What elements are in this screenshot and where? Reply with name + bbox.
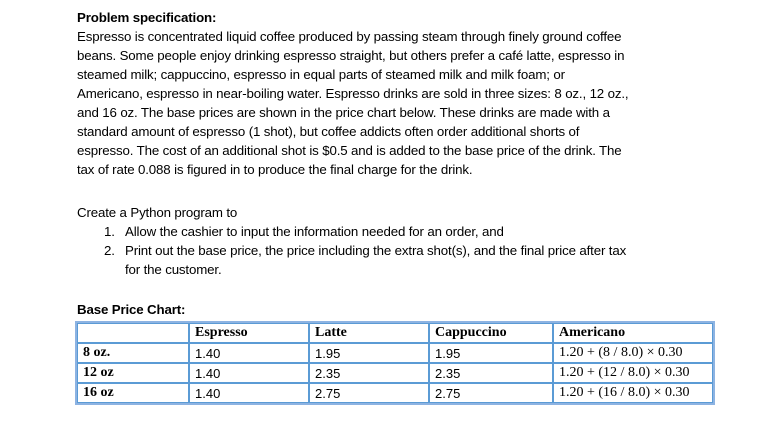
header-cell: Cappuccino [429, 323, 553, 343]
price-cell: 2.35 [429, 363, 553, 383]
table-title: Base Price Chart: [77, 302, 186, 317]
price-cell: 1.20 + (8 / 8.0) × 0.30 [553, 343, 713, 363]
table-body: Espresso Latte Cappuccino Americano 8 oz. 1.4… [77, 323, 713, 403]
price-cell: 1.40 [189, 363, 309, 383]
price-cell: 2.75 [309, 383, 429, 403]
paragraph-line: and 16 oz. The base prices are shown in … [77, 105, 610, 120]
list-text: Print out the base price, the price incl… [125, 243, 627, 258]
table-row: 8 oz. 1.40 1.95 1.95 1.20 + (8 / 8.0) × 0.30 [77, 343, 713, 363]
list-text: Allow the cashier to input the informati… [125, 224, 504, 239]
paragraph-line: tax of rate 0.088 is figured in to produ… [77, 162, 473, 177]
paragraph-line: beans. Some people enjoy drinking espres… [77, 48, 625, 63]
table-row: 12 oz 1.40 2.35 2.35 1.20 + (12 / 8.0) × 0.3… [77, 363, 713, 383]
price-cell: 1.95 [309, 343, 429, 363]
list-number: 1. [104, 224, 115, 239]
paragraph-line: standard amount of espresso (1 shot), bu… [77, 124, 580, 139]
paragraph-line: Espresso is concentrated liquid coffee p… [77, 29, 622, 44]
price-cell: 1.40 [189, 383, 309, 403]
row-label: 8 oz. [77, 343, 189, 363]
price-cell: 2.35 [309, 363, 429, 383]
header-cell: Espresso [189, 323, 309, 343]
price-table: Espresso Latte Cappuccino Americano 8 oz. 1.4… [75, 321, 715, 405]
header-cell: Latte [309, 323, 429, 343]
price-cell: 1.20 + (16 / 8.0) × 0.30 [553, 383, 713, 403]
list-text: for the customer. [125, 262, 222, 277]
list-number: 2. [104, 243, 115, 258]
price-cell: 1.20 + (12 / 8.0) × 0.30 [553, 363, 713, 383]
paragraph-line: espresso. The cost of an additional shot… [77, 143, 622, 158]
table-row: 16 oz 1.40 2.75 2.75 1.20 + (16 / 8.0) × 0.3… [77, 383, 713, 403]
task-intro: Create a Python program to [77, 205, 238, 220]
price-cell: 2.75 [429, 383, 553, 403]
row-label: 12 oz [77, 363, 189, 383]
header-row: Espresso Latte Cappuccino Americano [77, 323, 713, 343]
row-label: 16 oz [77, 383, 189, 403]
header-cell [77, 323, 189, 343]
paragraph-line: Americano, espresso in near-boiling wate… [77, 86, 629, 101]
price-cell: 1.40 [189, 343, 309, 363]
header-cell: Americano [553, 323, 713, 343]
paragraph-line: steamed milk; cappuccino, espresso in eq… [77, 67, 565, 82]
heading: Problem specification: [77, 10, 217, 25]
price-cell: 1.95 [429, 343, 553, 363]
